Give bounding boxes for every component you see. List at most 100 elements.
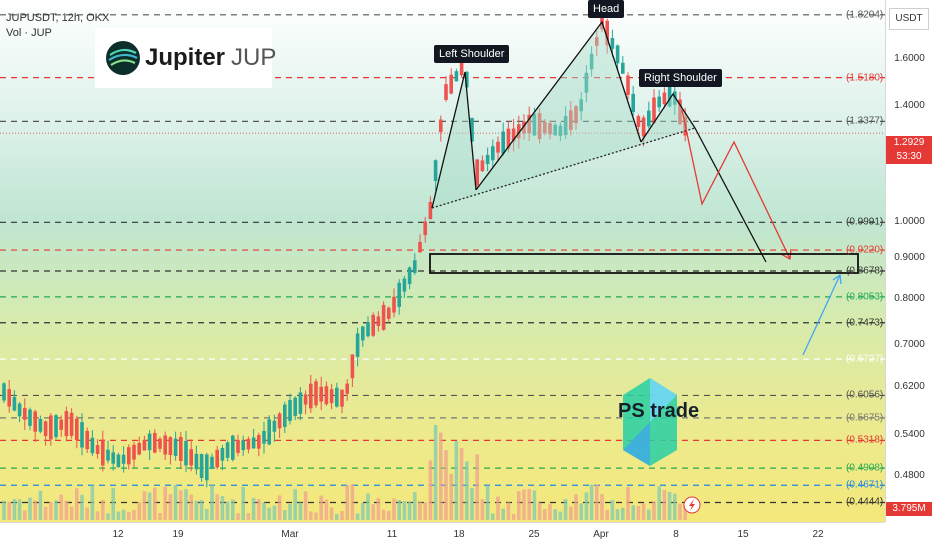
- candle-body: [132, 444, 136, 460]
- volume-bar: [610, 499, 615, 520]
- volume-bar: [17, 499, 22, 520]
- candle-body: [236, 439, 240, 453]
- candle-body: [595, 37, 599, 46]
- candle-body: [173, 438, 178, 456]
- volume-bar: [215, 494, 219, 520]
- candle-body: [75, 418, 79, 441]
- projected-path-arrowhead: [780, 248, 792, 261]
- candle-body: [511, 128, 516, 142]
- candle-body: [314, 381, 318, 406]
- time-tick-label: 22: [812, 529, 824, 540]
- candle-body: [54, 415, 58, 438]
- volume-bar: [251, 497, 256, 520]
- volume-bar: [433, 424, 438, 520]
- volume-bar: [111, 487, 115, 520]
- rebound-arrow: [802, 274, 841, 356]
- volume-bar: [205, 508, 209, 520]
- candle-body: [293, 397, 297, 416]
- candle-body: [491, 146, 495, 161]
- candle-body: [59, 419, 63, 430]
- volume-bar: [236, 513, 240, 520]
- volume-bar: [501, 508, 505, 520]
- left-shoulder-line: [431, 71, 477, 209]
- candle-body: [28, 409, 32, 426]
- volume-bar: [49, 501, 53, 520]
- volume-bar: [153, 487, 157, 520]
- volume-bar: [491, 513, 495, 520]
- level-label: (0.6727): [846, 353, 884, 365]
- volume-bar: [428, 460, 433, 520]
- level-label: (0.4671): [846, 479, 884, 491]
- candle-body: [272, 420, 277, 432]
- volume-bar: [647, 509, 651, 520]
- candle-body: [106, 449, 110, 461]
- volume-bar: [283, 510, 287, 520]
- volume-bar: [584, 492, 589, 520]
- candle-body: [548, 123, 552, 135]
- volume-bar: [454, 441, 459, 520]
- candle-body: [652, 97, 656, 124]
- candle-body: [194, 453, 199, 470]
- volume-bar: [678, 503, 682, 520]
- volume-bar: [527, 488, 531, 520]
- candle-body: [7, 389, 11, 407]
- volume-bar: [194, 500, 199, 520]
- candle-body: [199, 454, 204, 478]
- volume-bar: [449, 473, 453, 520]
- volume-bar: [90, 485, 95, 520]
- price-tick-label: 0.6200: [894, 381, 925, 393]
- candle-body: [340, 389, 344, 407]
- candle-body: [85, 430, 89, 450]
- volume-bar: [558, 511, 563, 520]
- volume-bar: [605, 509, 609, 520]
- candle-body: [543, 121, 547, 133]
- candle-body: [64, 411, 69, 437]
- volume-bar: [309, 511, 313, 520]
- candle-body: [23, 408, 27, 420]
- volume-bar: [225, 501, 230, 520]
- currency-unit[interactable]: USDT: [889, 8, 929, 30]
- volume-bar: [64, 500, 69, 520]
- candle-body: [184, 440, 188, 466]
- candle-body: [246, 438, 251, 450]
- time-tick-label: 15: [737, 529, 749, 540]
- right-shoulder-annotation: Right Shoulder: [639, 69, 722, 87]
- volume-bar: [511, 513, 516, 520]
- candle-body: [558, 125, 563, 136]
- candle-body: [220, 447, 225, 461]
- candle-body: [205, 454, 209, 481]
- volume-bar: [257, 499, 261, 520]
- volume-bar: [392, 498, 396, 520]
- candle-body: [210, 456, 214, 469]
- volume-bar: [553, 509, 557, 520]
- candle-body: [532, 113, 537, 136]
- candle-body: [506, 128, 511, 149]
- volume-bar: [106, 513, 110, 520]
- volume-bar: [522, 489, 526, 520]
- candle-body: [95, 445, 100, 454]
- volume-bar: [210, 485, 214, 520]
- countdown-timer: 53:30: [896, 151, 922, 162]
- candle-body: [569, 110, 573, 130]
- candle-body: [298, 392, 303, 414]
- time-tick-label: Apr: [593, 529, 609, 540]
- volume-bar: [2, 500, 6, 520]
- right-shoulder-line: [640, 92, 696, 143]
- volume-bar: [423, 502, 427, 520]
- volume-bar: [574, 494, 578, 520]
- volume-bar: [324, 499, 329, 520]
- price-axis[interactable]: 1.6000 1.4000 1.0000 0.9000 0.8000 0.7000 0.62…: [885, 0, 932, 522]
- volume-bar: [28, 497, 32, 520]
- volume-bar: [147, 492, 152, 520]
- candle-body: [267, 419, 271, 445]
- time-axis[interactable]: 12 19 Mar 11 18 25 Apr 8 15 22: [0, 522, 885, 550]
- candle-body: [459, 62, 464, 76]
- volume-bar: [7, 501, 11, 520]
- volume-bar: [459, 447, 464, 520]
- candle-body: [43, 421, 48, 437]
- volume-bar: [121, 509, 126, 520]
- price-tick-label: 1.4000: [894, 99, 925, 111]
- candle-body: [116, 454, 121, 468]
- level-label: (1.8204): [846, 9, 884, 21]
- level-label: (0.8053): [846, 291, 884, 303]
